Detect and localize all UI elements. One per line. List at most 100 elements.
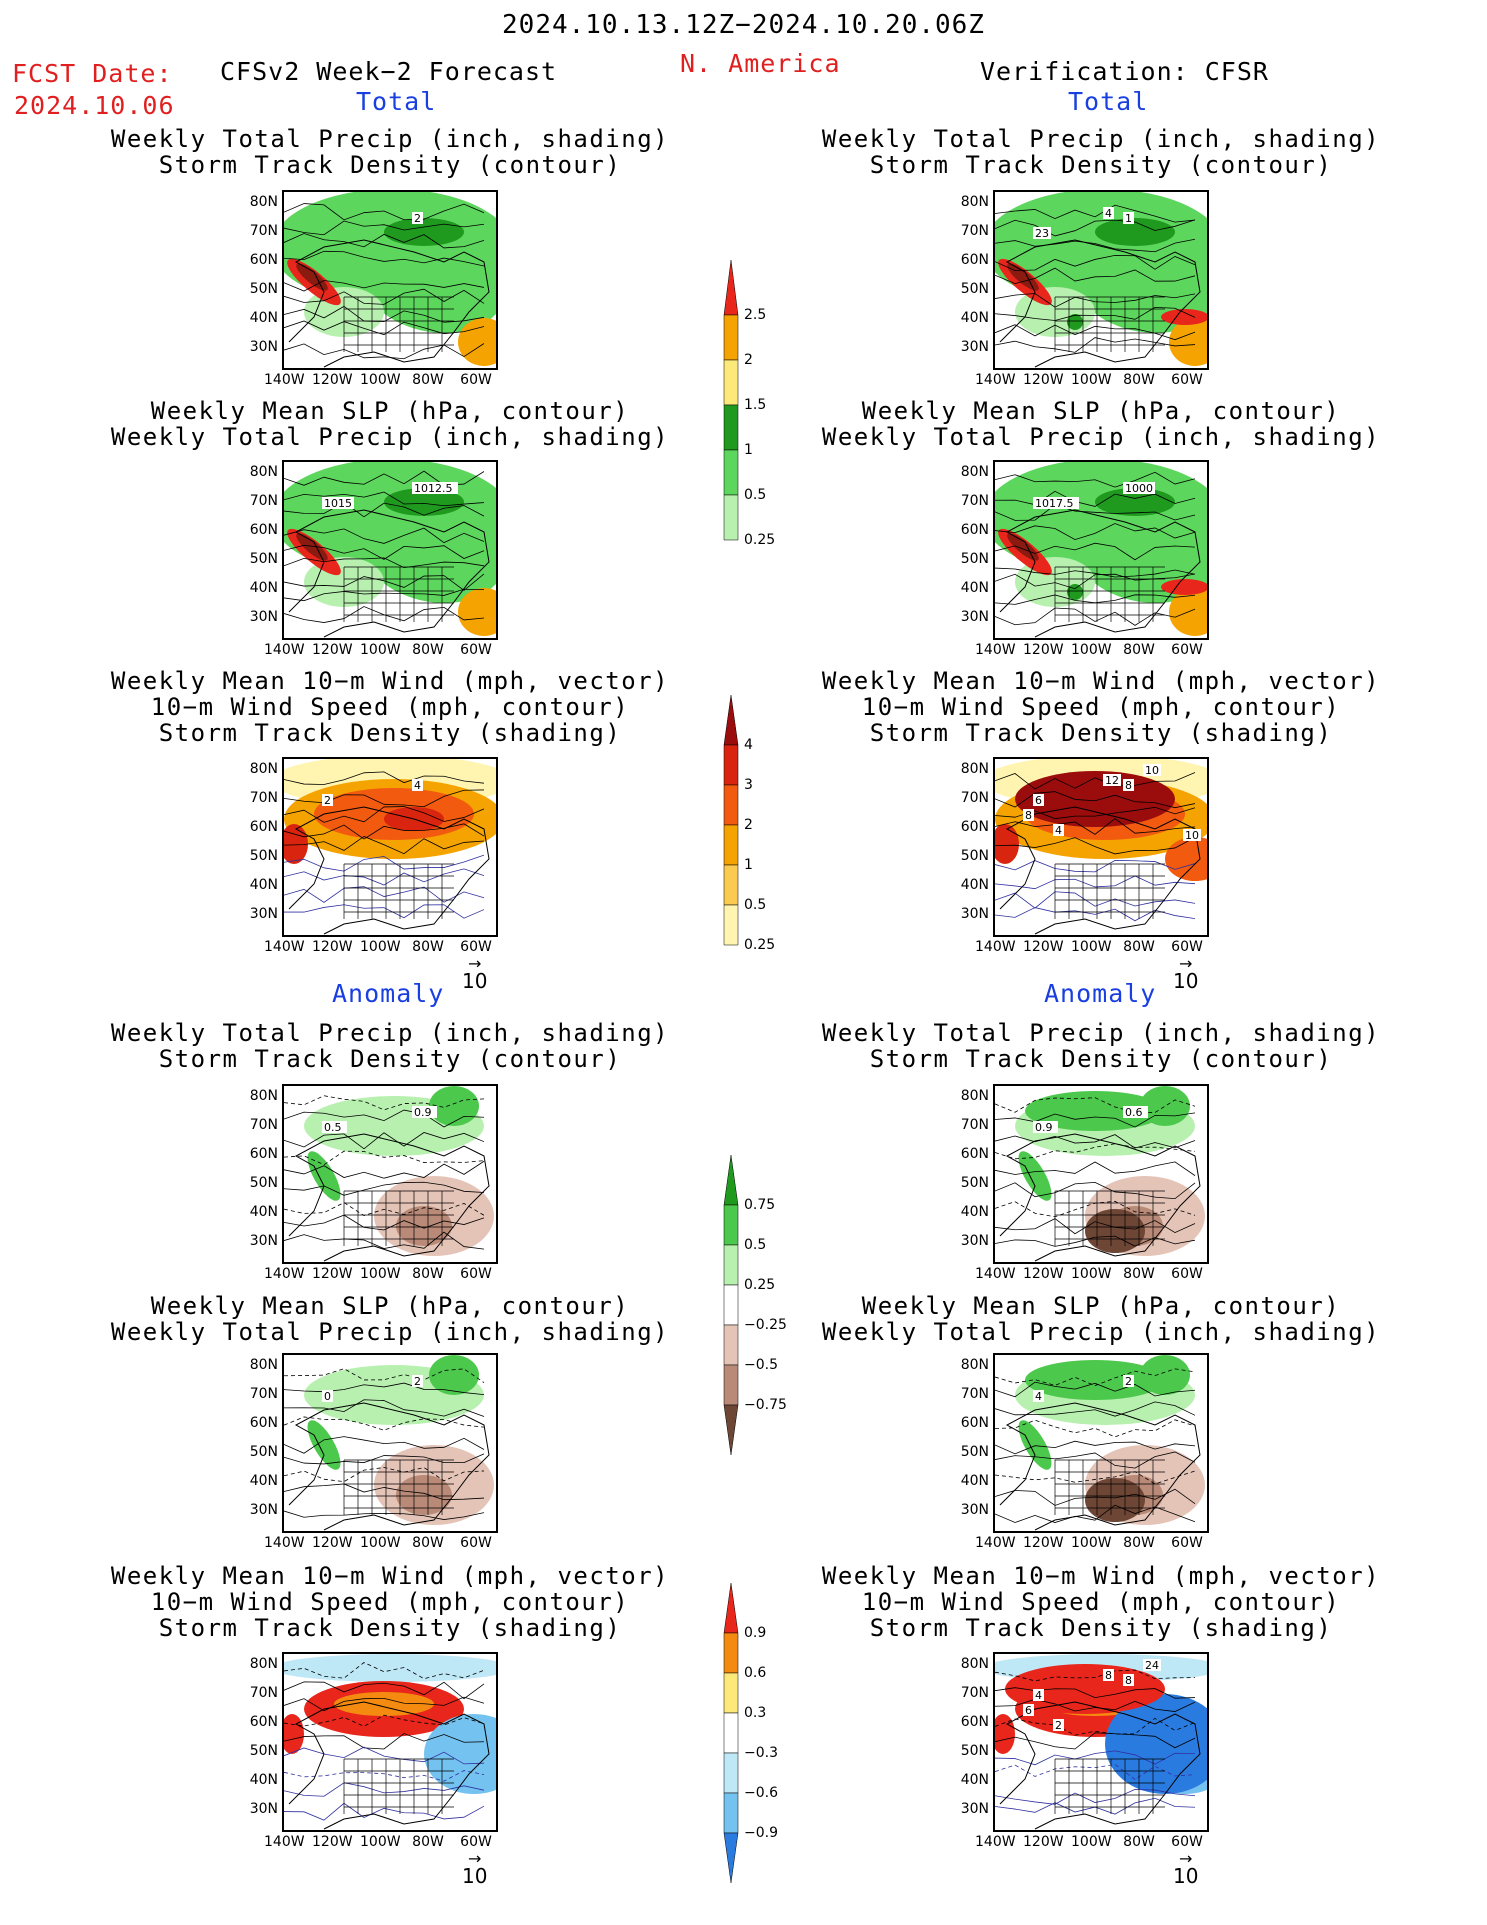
colorbar-label: 2 (744, 817, 753, 833)
panel-title-line: Storm Track Density (contour) (869, 1045, 1333, 1073)
contour-label-bg (412, 1375, 423, 1387)
longitude-tick: 60W (1171, 372, 1203, 388)
contour-label: 8 (1105, 1669, 1112, 1682)
right-total-label: Total (1068, 87, 1149, 116)
contour-line (284, 220, 485, 236)
latitude-tick: 40N (249, 580, 278, 596)
contour-label-bg (1033, 1390, 1044, 1402)
longitude-tick: 140W (264, 939, 305, 955)
contour-label: 6 (1035, 794, 1042, 807)
longitude-tick: 80W (412, 1266, 444, 1282)
colorbar-label: 1 (744, 857, 753, 873)
contour-line (995, 1368, 1196, 1387)
contour-label-bg (412, 1106, 437, 1118)
map-panel-4R: 0.6 0.9 (993, 1084, 1209, 1264)
latitude-tick: 30N (249, 906, 278, 922)
contour-line (284, 868, 485, 886)
contour-line (995, 875, 1196, 890)
track-shading-red (284, 824, 308, 864)
contour-line (995, 1789, 1196, 1805)
latitude-tick: 50N (960, 848, 989, 864)
latitude-tick: 40N (960, 877, 989, 893)
contour-line (995, 1669, 1196, 1682)
vector-scale: → 10 (1173, 1851, 1198, 1887)
latitude-tick: 30N (960, 1502, 989, 1518)
contour-line (995, 1764, 1196, 1780)
map-canvas: 8 4 8 24 6 2 (995, 1654, 1207, 1830)
map-canvas (284, 1654, 496, 1830)
precip-shading-darkgreen (384, 488, 464, 516)
longitude-tick: 60W (460, 372, 492, 388)
left-anomaly-label: Anomaly (332, 979, 445, 1008)
latitude-tick: 70N (249, 1685, 278, 1701)
contour-label-bg (1123, 779, 1134, 791)
latitude-tick: 80N (249, 1357, 278, 1373)
contour-label-bg (412, 212, 423, 224)
contour-line (995, 1470, 1196, 1485)
vector-scale: → 10 (1173, 956, 1198, 992)
coastline (288, 1402, 490, 1531)
coastline (999, 1701, 1201, 1830)
latitude-tick: 50N (249, 1175, 278, 1191)
contour-line (995, 204, 1196, 223)
contour-line (284, 1714, 485, 1727)
longitude-tick: 60W (460, 1535, 492, 1551)
vector-scale: → 10 (462, 956, 487, 992)
contour-label-bg (1033, 227, 1051, 239)
colorbar-segment (723, 494, 739, 541)
latitude-tick: 40N (249, 877, 278, 893)
left-column-title: CFSv2 Week−2 Forecast (220, 57, 558, 86)
contour-label: 4 (1035, 1390, 1042, 1403)
coastline (999, 806, 1201, 935)
panel-title-line: Weekly Total Precip (inch, shading) (821, 125, 1381, 153)
latitude-tick: 50N (249, 848, 278, 864)
precip-anom-darkbrown (1085, 1478, 1145, 1522)
vector-arrow-icon: → (468, 1849, 482, 1868)
contour-line (995, 567, 1196, 578)
contour-line (995, 1687, 1196, 1699)
latitude-tick: 60N (960, 1415, 989, 1431)
latitude-tick: 50N (960, 551, 989, 567)
longitude-tick: 120W (312, 372, 353, 388)
longitude-tick: 100W (1071, 1834, 1112, 1850)
latitude-tick: 70N (249, 223, 278, 239)
precip-shading-darkgreen (1095, 218, 1175, 246)
latitude-tick: 80N (249, 1088, 278, 1104)
precip-anom-darkbrown (1085, 1209, 1145, 1253)
latitude-tick: 50N (249, 551, 278, 567)
contour-line (284, 1453, 485, 1465)
colorbar-label: 4 (744, 737, 753, 753)
latitude-tick: 60N (960, 252, 989, 268)
colorbar-segment (723, 1832, 739, 1883)
panel-title-line: Weekly Mean 10−m Wind (mph, vector) (110, 1562, 670, 1590)
latitude-tick: 80N (960, 761, 989, 777)
precip-anom-brown (396, 1206, 452, 1246)
contour-line (284, 588, 485, 602)
colorbar-label: 0.9 (744, 1625, 767, 1641)
map-panel-1R: 1 23 4 (993, 190, 1209, 370)
panel-title-line: Weekly Total Precip (inch, shading) (821, 1019, 1381, 1047)
colorbar-track_total (723, 695, 739, 946)
contour-line (995, 1381, 1196, 1398)
contour-label: 4 (414, 779, 421, 792)
map-canvas: 1000 1017.5 (995, 462, 1207, 638)
latitude-tick: 30N (960, 1801, 989, 1817)
longitude-tick: 100W (360, 642, 401, 658)
longitude-tick: 80W (1123, 1834, 1155, 1850)
contour-line (284, 854, 485, 872)
contour-line (284, 789, 485, 808)
contour-label-bg (1103, 207, 1114, 219)
panel-title-line: Storm Track Density (shading) (158, 719, 622, 747)
right-anomaly-label: Anomaly (1044, 979, 1157, 1008)
contour-label-bg (1123, 1106, 1148, 1118)
colorbar-segment (723, 864, 739, 906)
colorbar-segment (723, 1324, 739, 1366)
contour-line (284, 1231, 485, 1250)
colorbar-segment (723, 695, 739, 746)
colorbar-segment (723, 404, 739, 451)
contour-label: 24 (1145, 1659, 1159, 1672)
precip-anom-green (429, 1355, 479, 1395)
latitude-tick: 80N (960, 1357, 989, 1373)
precip-anom-green (429, 1086, 479, 1126)
